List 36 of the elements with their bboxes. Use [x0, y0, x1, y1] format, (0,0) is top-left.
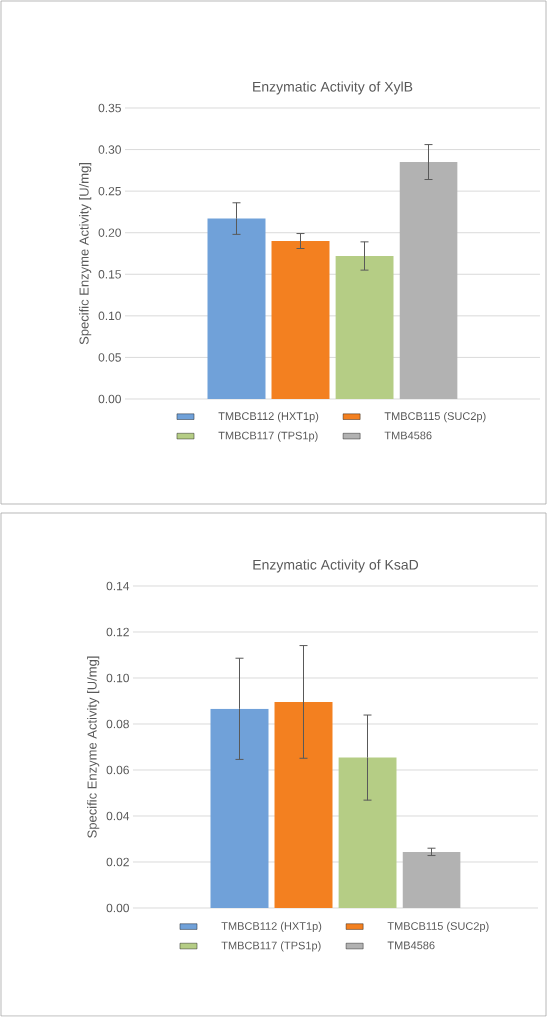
y-axis-title: Specific Enzyme Activity [U/mg]: [87, 656, 100, 838]
y-tick-label: 0.30: [98, 145, 121, 154]
bar: [274, 701, 333, 908]
legend-label: TMBCB117 (TPS1p): [221, 941, 321, 952]
y-tick-label: 0.10: [98, 311, 121, 321]
y-tick-label: 0.02: [106, 857, 129, 867]
bar: [402, 851, 461, 908]
y-tick-label: 0.00: [106, 903, 129, 913]
bar: [338, 757, 397, 908]
bar: [399, 162, 458, 399]
y-tick-label: 0.15: [98, 270, 121, 279]
legend-label: TMBCB112 (HXT1p): [218, 411, 319, 423]
legend-label: TMBCB117 (TPS1p): [218, 431, 318, 442]
bar: [335, 255, 394, 399]
bar: [210, 708, 269, 908]
y-tick-label: 0.08: [106, 719, 129, 729]
legend-label: TMBCB115 (SUC2p): [387, 921, 489, 933]
y-tick-label: 0.10: [106, 673, 129, 683]
y-tick-label: 0.04: [106, 811, 130, 821]
y-axis-title: Specific Enzyme Activity [U/mg]: [79, 163, 92, 345]
y-tick-label: 0.06: [106, 765, 129, 775]
legend-label: TMB4586: [384, 431, 432, 440]
chart-title: Enzymatic Activity of XylB: [253, 81, 413, 95]
y-tick-label: 0.12: [106, 627, 129, 637]
y-tick-label: 0.00: [98, 394, 121, 404]
legend-label: TMBCB112 (HXT1p): [221, 921, 322, 933]
bar: [207, 218, 266, 399]
chart-title: Enzymatic Activity of KsaD: [253, 559, 419, 573]
legend-label: TMBCB115 (SUC2p): [384, 411, 486, 423]
bar: [271, 241, 330, 399]
y-tick-label: 0.25: [98, 186, 121, 196]
y-tick-label: 0.20: [98, 228, 121, 237]
y-tick-label: 0.05: [98, 353, 121, 362]
legend-label: TMB4586: [387, 941, 435, 950]
y-tick-label: 0.14: [106, 581, 130, 591]
y-tick-label: 0.35: [98, 103, 121, 113]
